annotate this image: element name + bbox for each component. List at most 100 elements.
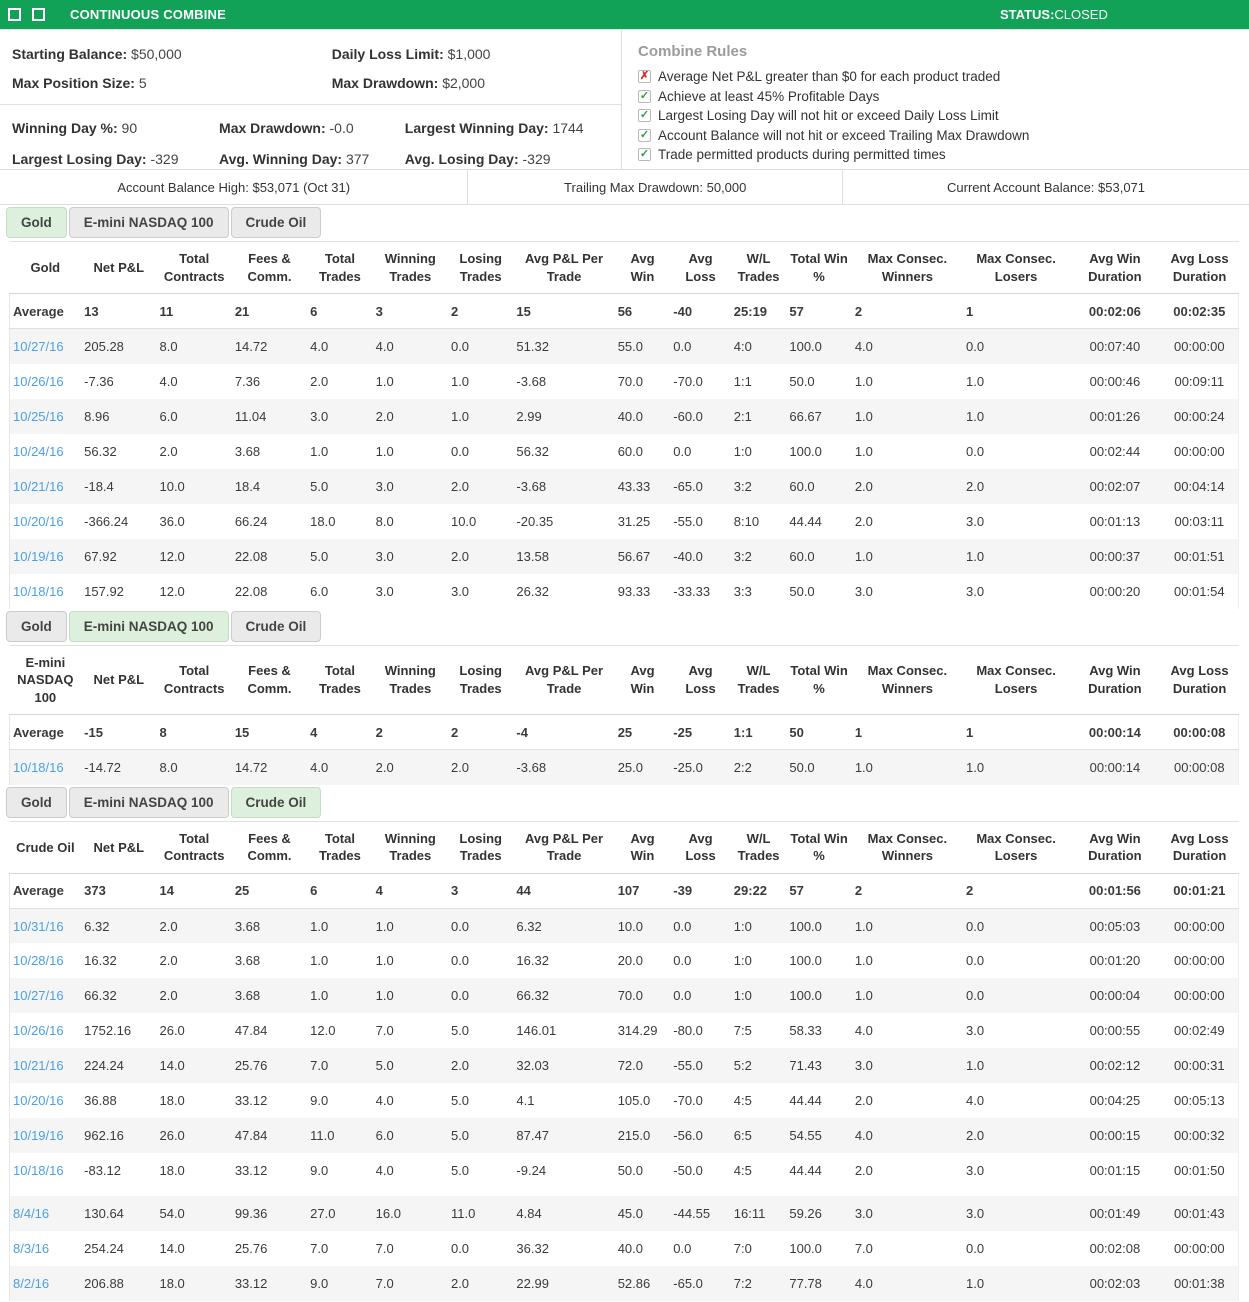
data-cell: 12.0 — [156, 538, 232, 574]
data-cell: 5.0 — [372, 1048, 448, 1084]
table-row: 10/24/16 56.32 2.0 3.68 1.0 1.0 0.0 56.32 60.0 0.… — [9, 433, 1239, 469]
data-cell: 100.0 — [786, 328, 852, 364]
data-cell: 5.0 — [447, 1083, 514, 1119]
date-link[interactable]: 10/28/16 — [13, 953, 64, 969]
data-cell: 100.0 — [786, 978, 852, 1014]
data-cell: -20.35 — [513, 503, 615, 539]
data-cell: 1.0 — [962, 398, 1070, 434]
date-link[interactable]: 10/27/16 — [13, 988, 64, 1004]
data-cell: 00:00:00 — [1160, 978, 1239, 1014]
date-link[interactable]: 10/20/16 — [13, 513, 64, 529]
data-cell: 16.0 — [372, 1196, 448, 1232]
data-cell: -44.55 — [670, 1196, 731, 1232]
data-cell: 0.0 — [962, 328, 1070, 364]
data-cell: 6:5 — [730, 1118, 787, 1154]
col-header-max-consec-winners: Max Consec. Winners — [851, 644, 963, 716]
data-cell: 13.58 — [513, 538, 615, 574]
tab-crude-oil[interactable]: Crude Oil — [230, 610, 322, 642]
data-cell: 2:1 — [730, 398, 787, 434]
combine-rules-panel: Combine Rules ✗ Average Net P&L greater t… — [622, 30, 1249, 169]
col-header-e-mini-nasdaq-100: E-mini NASDAQ 100 — [9, 644, 82, 716]
data-cell: 105.0 — [614, 1083, 671, 1119]
data-cell: 4.0 — [851, 328, 963, 364]
title-bar: CONTINUOUS COMBINE STATUS:CLOSED — [0, 0, 1249, 30]
table-row: 10/21/16 224.24 14.0 25.76 7.0 5.0 2.0 32.03 72.… — [9, 1048, 1239, 1084]
tab-crude-oil[interactable]: Crude Oil — [230, 786, 322, 818]
tab-e-mini-nasdaq-100[interactable]: E-mini NASDAQ 100 — [68, 207, 229, 238]
data-cell: 52.86 — [614, 1266, 671, 1302]
data-cell: 4.0 — [372, 328, 448, 364]
data-cell: 51.32 — [513, 328, 615, 364]
data-cell: 962.16 — [81, 1118, 157, 1154]
stat-value: $50,000 — [131, 46, 182, 62]
date-link[interactable]: 10/31/16 — [13, 918, 64, 934]
data-cell: -80.0 — [670, 1013, 731, 1049]
date-link[interactable]: 8/4/16 — [13, 1206, 50, 1222]
stat-label: Avg. Losing Day: — [404, 151, 519, 167]
stat-label: Winning Day %: — [12, 120, 118, 136]
data-cell: 224.24 — [81, 1048, 157, 1084]
data-cell: 1.0 — [851, 908, 963, 944]
col-header-avg-loss: Avg Loss — [670, 820, 731, 874]
data-cell: 00:00:24 — [1160, 398, 1239, 434]
data-cell: 1.0 — [851, 398, 963, 434]
data-cell: -33.33 — [670, 573, 731, 609]
tab-crude-oil[interactable]: Crude Oil — [230, 207, 322, 238]
data-cell: 1.0 — [372, 943, 448, 979]
date-link[interactable]: 10/18/16 — [13, 759, 64, 775]
tab-e-mini-nasdaq-100[interactable]: E-mini NASDAQ 100 — [68, 610, 229, 642]
average-cell: 57 — [786, 293, 852, 330]
date-link[interactable]: 10/21/16 — [13, 1058, 64, 1074]
data-cell: 0.0 — [670, 328, 731, 364]
table-row: 10/20/16 36.88 18.0 33.12 9.0 4.0 5.0 4.1 105.0-… — [9, 1083, 1239, 1119]
col-header-winning-trades: Winning Trades — [372, 644, 448, 716]
date-link[interactable]: 10/19/16 — [13, 1128, 64, 1144]
window-checkbox-icon-1[interactable] — [8, 8, 21, 21]
data-cell: 2.0 — [962, 1118, 1070, 1154]
tab-e-mini-nasdaq-100[interactable]: E-mini NASDAQ 100 — [68, 786, 229, 818]
tab-gold[interactable]: Gold — [6, 786, 67, 818]
date-link[interactable]: 8/2/16 — [13, 1276, 50, 1292]
data-cell: 0.0 — [670, 1231, 731, 1267]
data-cell: 26.32 — [513, 573, 615, 609]
date-link[interactable]: 10/24/16 — [13, 443, 64, 459]
average-cell: 29:22 — [730, 873, 787, 909]
data-cell: 20.0 — [614, 943, 671, 979]
date-link[interactable]: 10/26/16 — [13, 373, 64, 389]
window-checkbox-icon-2[interactable] — [32, 8, 45, 21]
data-cell: 59.26 — [786, 1196, 852, 1232]
average-cell: 6 — [307, 873, 373, 909]
table-row: 10/19/16 67.92 12.0 22.08 5.0 3.0 2.0 13.58 56.6… — [9, 538, 1239, 574]
data-cell: 00:05:03 — [1069, 908, 1161, 944]
date-link[interactable]: 10/21/16 — [13, 478, 64, 494]
data-cell: 12.0 — [307, 1013, 373, 1049]
data-cell: 1.0 — [962, 1048, 1070, 1084]
date-link[interactable]: 10/18/16 — [13, 583, 64, 599]
average-cell: 3 — [372, 293, 448, 330]
tab-gold[interactable]: Gold — [6, 207, 67, 238]
date-link[interactable]: 10/20/16 — [13, 1093, 64, 1109]
data-cell: 00:00:08 — [1160, 749, 1239, 785]
tab-gold[interactable]: Gold — [6, 610, 67, 642]
col-header-crude-oil: Crude Oil — [9, 820, 82, 874]
data-cell: 71.43 — [786, 1048, 852, 1084]
date-link[interactable]: 10/27/16 — [13, 338, 64, 354]
data-cell: 314.29 — [614, 1013, 671, 1049]
page-title: CONTINUOUS COMBINE — [70, 7, 226, 22]
data-cell: 3.0 — [447, 573, 514, 609]
data-cell: 36.88 — [81, 1083, 157, 1119]
data-cell: 0.0 — [447, 1231, 514, 1267]
data-cell: 4.1 — [513, 1083, 615, 1119]
date-link[interactable]: 10/26/16 — [13, 1023, 64, 1039]
table-row: 10/18/16 -83.12 18.0 33.12 9.0 4.0 5.0 -9.24 50.… — [9, 1153, 1239, 1189]
col-header-total-contracts: Total Contracts — [156, 240, 232, 295]
data-cell: 8:10 — [730, 503, 787, 539]
date-link[interactable]: 10/19/16 — [13, 548, 64, 564]
data-cell: 70.0 — [614, 363, 671, 399]
average-cell: 4 — [307, 714, 373, 751]
data-cell: 0.0 — [962, 908, 1070, 944]
date-link[interactable]: 10/25/16 — [13, 408, 64, 424]
date-link[interactable]: 10/18/16 — [13, 1163, 64, 1179]
date-link[interactable]: 8/3/16 — [13, 1241, 50, 1257]
date-cell: 8/2/16 — [9, 1266, 82, 1302]
